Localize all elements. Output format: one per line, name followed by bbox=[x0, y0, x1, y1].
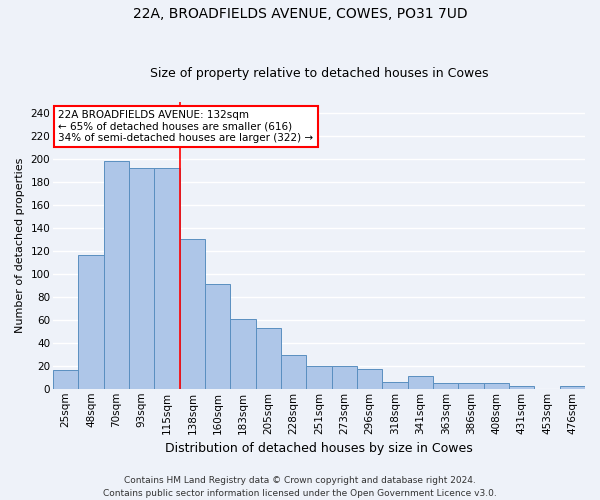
Bar bbox=[53, 370, 79, 389]
Bar bbox=[79, 256, 104, 389]
Bar bbox=[357, 369, 382, 389]
Y-axis label: Number of detached properties: Number of detached properties bbox=[15, 158, 25, 333]
Text: 22A, BROADFIELDS AVENUE, COWES, PO31 7UD: 22A, BROADFIELDS AVENUE, COWES, PO31 7UD bbox=[133, 8, 467, 22]
Bar bbox=[560, 386, 585, 389]
Bar bbox=[407, 376, 433, 389]
Bar bbox=[104, 162, 129, 389]
Bar bbox=[180, 240, 205, 389]
Bar bbox=[307, 366, 332, 389]
X-axis label: Distribution of detached houses by size in Cowes: Distribution of detached houses by size … bbox=[165, 442, 473, 455]
Bar bbox=[281, 356, 307, 389]
Bar bbox=[129, 168, 154, 389]
Text: Contains HM Land Registry data © Crown copyright and database right 2024.
Contai: Contains HM Land Registry data © Crown c… bbox=[103, 476, 497, 498]
Title: Size of property relative to detached houses in Cowes: Size of property relative to detached ho… bbox=[150, 66, 488, 80]
Bar bbox=[256, 328, 281, 389]
Bar bbox=[154, 168, 180, 389]
Text: 22A BROADFIELDS AVENUE: 132sqm
← 65% of detached houses are smaller (616)
34% of: 22A BROADFIELDS AVENUE: 132sqm ← 65% of … bbox=[58, 110, 314, 144]
Bar bbox=[332, 366, 357, 389]
Bar bbox=[205, 284, 230, 389]
Bar bbox=[382, 382, 407, 389]
Bar bbox=[484, 383, 509, 389]
Bar bbox=[509, 386, 535, 389]
Bar bbox=[230, 318, 256, 389]
Bar bbox=[458, 383, 484, 389]
Bar bbox=[433, 383, 458, 389]
